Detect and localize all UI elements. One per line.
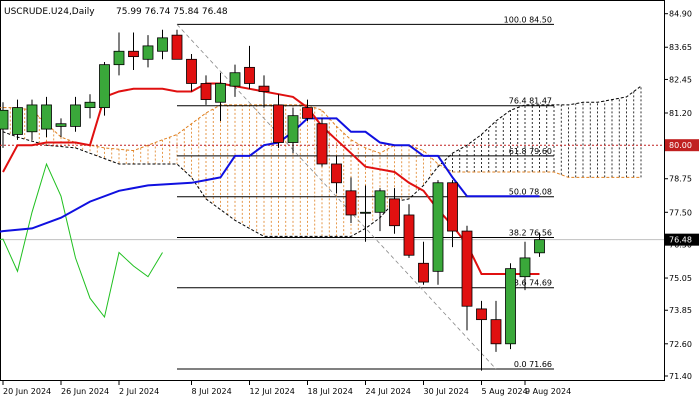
- candle-body: [331, 163, 342, 184]
- candle-body: [200, 83, 212, 100]
- candles: [0, 29, 545, 371]
- candle-body: [287, 115, 299, 143]
- candle-body: [258, 85, 270, 92]
- ichimoku-cloud: [0, 85, 642, 237]
- senkou-span-a: [0, 104, 641, 178]
- candle-body: [157, 37, 168, 52]
- y-tick-label: 78.75: [669, 175, 692, 184]
- candle-body: [128, 50, 139, 58]
- price-badge-label: 76.48: [669, 236, 692, 245]
- y-tick-label: 84.90: [669, 10, 692, 19]
- x-tick-label: 8 Jul 2024: [192, 387, 232, 396]
- fib-level-label: 76.4 81.47: [509, 97, 552, 106]
- level-badge-label: 80.00: [669, 141, 692, 150]
- fib-level-label: 61.8 79.60: [509, 147, 552, 156]
- price-badge: [665, 233, 699, 246]
- chikou-span-line: [0, 162, 163, 319]
- candle-body: [0, 109, 9, 130]
- plot-frame: [0, 0, 665, 381]
- candle-body: [229, 72, 241, 87]
- x-tick-label: 24 Jul 2024: [366, 387, 411, 396]
- candle-body: [26, 104, 38, 133]
- x-tick-label: 18 Jul 2024: [308, 387, 353, 396]
- x-tick-label: 12 Jul 2024: [250, 387, 295, 396]
- fib-level-label: 0.0 71.66: [514, 360, 552, 369]
- y-tick-label: 72.60: [669, 340, 692, 349]
- candle-body: [490, 319, 502, 345]
- candle-body: [99, 64, 110, 109]
- candle-body: [432, 182, 444, 272]
- y-tick-label: 75.05: [669, 274, 692, 283]
- candle-body: [142, 45, 154, 60]
- level-badge: [665, 139, 699, 152]
- x-tick-label: 30 Jul 2024: [424, 387, 469, 396]
- time-axis: 20 Jun 2024 26 Jun 2024 2 Jul 2024 8 Jul 20…: [2, 381, 571, 396]
- candle-body: [360, 211, 371, 214]
- fib-level-label: 100.0 84.50: [504, 15, 552, 24]
- y-tick-label: 81.20: [669, 109, 692, 118]
- candle-body: [171, 34, 183, 60]
- candle-body: [374, 190, 386, 213]
- fib-level-label: 23.6 74.69: [509, 279, 552, 288]
- x-tick-label: 5 Aug 2024: [482, 387, 528, 396]
- candle-body: [345, 190, 357, 216]
- chart-symbol: USCRUDE.U24,Daily: [4, 7, 95, 17]
- candle-body: [418, 262, 429, 283]
- candle-body: [476, 308, 487, 321]
- candle-body: [316, 123, 328, 165]
- candle-body: [70, 104, 81, 127]
- x-tick-label: 20 Jun 2024: [3, 387, 51, 396]
- price-axis: 84.9083.6582.4581.2080.0078.7577.5076.30…: [664, 10, 699, 381]
- x-tick-label: 26 Jun 2024: [61, 387, 109, 396]
- y-tick-label: 82.45: [669, 75, 692, 84]
- candle-body: [505, 268, 516, 345]
- y-tick-label: 77.50: [669, 208, 692, 217]
- y-tick-label: 83.65: [669, 43, 692, 52]
- candle-body: [273, 104, 284, 143]
- x-tick-label: 9 Aug 2024: [525, 387, 571, 396]
- senkou-span-b: [0, 85, 642, 237]
- candle-body: [519, 257, 531, 278]
- candle-body: [41, 104, 52, 130]
- candle-body: [447, 182, 458, 232]
- candle-body: [215, 83, 226, 103]
- y-tick-label: 71.40: [669, 372, 692, 381]
- x-tick-label: 2 Jul 2024: [119, 387, 159, 396]
- candle-body: [55, 123, 67, 127]
- candle-body: [534, 239, 545, 254]
- fib-level-label: 50.0 78.08: [509, 188, 552, 197]
- fib-level-label: 38.2 76.56: [509, 229, 552, 238]
- candle-body: [461, 230, 473, 307]
- candle-body: [12, 107, 23, 135]
- candle-body: [113, 50, 125, 66]
- candle-body: [84, 101, 96, 109]
- y-tick-label: 73.85: [669, 306, 692, 315]
- candle-body: [244, 66, 255, 84]
- chart-ohlc: 75.99 76.74 75.84 76.48: [116, 7, 228, 17]
- candle-body: [302, 107, 313, 119]
- candle-body: [389, 198, 400, 227]
- candle-body: [403, 214, 415, 256]
- fibonacci-retracement: 100.0 84.50 76.4 81.47 61.8 79.60 50.0 78.0…: [0, 15, 664, 370]
- candle-body: [186, 58, 197, 84]
